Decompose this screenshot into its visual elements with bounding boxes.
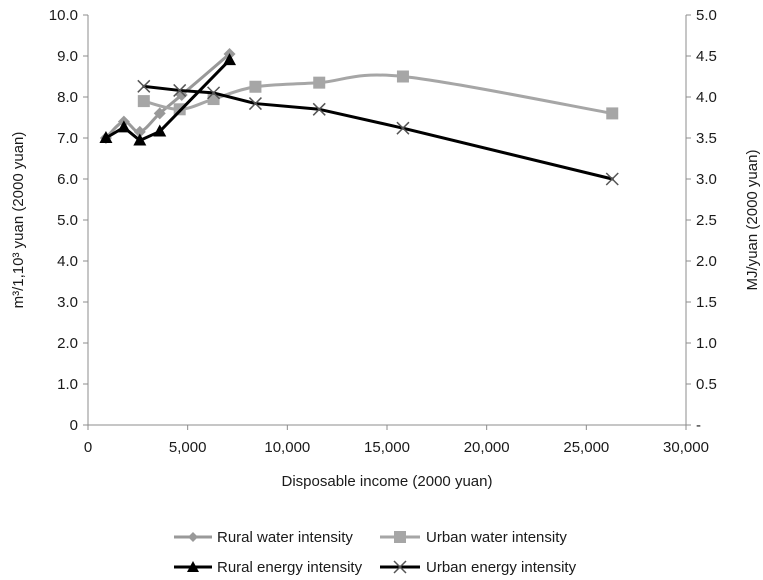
y-left-tick-label: 10.0 bbox=[49, 7, 78, 24]
y-left-tick-label: 1.0 bbox=[57, 376, 78, 393]
legend-item-urban-water: Urban water intensity bbox=[380, 529, 567, 546]
legend-item-urban-energy: Urban energy intensity bbox=[380, 559, 577, 576]
data-point-x bbox=[207, 86, 221, 100]
y-left-tick-label: 8.0 bbox=[57, 89, 78, 106]
y-left-tick-label: 5.0 bbox=[57, 212, 78, 229]
y-right-tick-label: - bbox=[696, 417, 701, 434]
series-rural-energy-intensity bbox=[99, 53, 237, 146]
legend-triangle-icon bbox=[187, 561, 199, 572]
y-right-tick-label: 0.5 bbox=[696, 376, 717, 393]
legend: Rural water intensity Urban water intens… bbox=[174, 529, 577, 576]
x-tick-label: 20,000 bbox=[464, 439, 510, 456]
legend-x-icon bbox=[393, 560, 407, 574]
y-axis-right-title: MJ/yuan (2000 yuan) bbox=[744, 150, 761, 291]
y-right-tick-label: 4.5 bbox=[696, 48, 717, 65]
data-point-square bbox=[606, 107, 619, 120]
y-right-tick-label: 5.0 bbox=[696, 7, 717, 24]
y-left-tick-label: 0 bbox=[70, 417, 78, 434]
x-axis-title: Disposable income (2000 yuan) bbox=[282, 473, 493, 490]
x-tick-label: 25,000 bbox=[563, 439, 609, 456]
y-right-tick-label: 3.0 bbox=[696, 171, 717, 188]
x-tick-label: 15,000 bbox=[364, 439, 410, 456]
data-point-triangle bbox=[117, 120, 131, 133]
data-point-triangle bbox=[133, 133, 147, 146]
y-left-tick-label: 9.0 bbox=[57, 48, 78, 65]
data-point-square bbox=[313, 76, 326, 89]
data-point-x bbox=[173, 83, 187, 97]
data-point-x bbox=[396, 121, 410, 135]
x-tick-label: 10,000 bbox=[264, 439, 310, 456]
data-point-x bbox=[137, 79, 151, 93]
y-right-tick-label: 4.0 bbox=[696, 89, 717, 106]
y-left-tick-label: 6.0 bbox=[57, 171, 78, 188]
y-left-tick-label: 2.0 bbox=[57, 335, 78, 352]
data-point-diamond bbox=[153, 107, 166, 120]
data-point-triangle bbox=[223, 53, 237, 66]
y-right-tick-label: 3.5 bbox=[696, 130, 717, 147]
data-point-triangle bbox=[99, 131, 113, 143]
x-tick-label: 0 bbox=[84, 439, 92, 456]
legend-label-rural-water: Rural water intensity bbox=[217, 529, 353, 546]
legend-label-urban-energy: Urban energy intensity bbox=[426, 559, 577, 576]
x-tick-label: 30,000 bbox=[663, 439, 709, 456]
data-point-square bbox=[396, 70, 409, 83]
y-right-tick-label: 2.5 bbox=[696, 212, 717, 229]
series-urban-energy-intensity bbox=[137, 79, 619, 186]
data-point-square bbox=[249, 80, 262, 93]
y-left-tick-label: 4.0 bbox=[57, 253, 78, 270]
data-point-x bbox=[248, 97, 262, 111]
y-left-tick-label: 7.0 bbox=[57, 130, 78, 147]
legend-diamond-icon bbox=[188, 532, 198, 542]
y-right-tick-label: 1.5 bbox=[696, 294, 717, 311]
legend-item-rural-energy: Rural energy intensity bbox=[174, 559, 363, 576]
series-urban-water-intensity bbox=[137, 70, 619, 120]
series-group bbox=[99, 47, 619, 186]
y-right-tick-label: 1.0 bbox=[696, 335, 717, 352]
data-point-triangle bbox=[153, 124, 167, 137]
tick-labels: 0 5,000 10,000 15,000 20,000 25,000 30,000 0 1.0… bbox=[49, 7, 717, 456]
data-point-x bbox=[312, 102, 326, 116]
y-right-tick-label: 2.0 bbox=[696, 253, 717, 270]
y-axis-left-title: m³/1,10³ yuan (2000 yuan) bbox=[10, 132, 27, 309]
legend-square-icon bbox=[394, 531, 406, 543]
legend-item-rural-water: Rural water intensity bbox=[174, 529, 353, 546]
x-tick-label: 5,000 bbox=[169, 439, 207, 456]
legend-label-urban-water: Urban water intensity bbox=[426, 529, 567, 546]
y-left-tick-label: 3.0 bbox=[57, 294, 78, 311]
data-point-x bbox=[605, 172, 619, 186]
data-point-square bbox=[137, 95, 150, 108]
legend-label-rural-energy: Rural energy intensity bbox=[217, 559, 363, 576]
data-point-diamond bbox=[133, 125, 146, 138]
